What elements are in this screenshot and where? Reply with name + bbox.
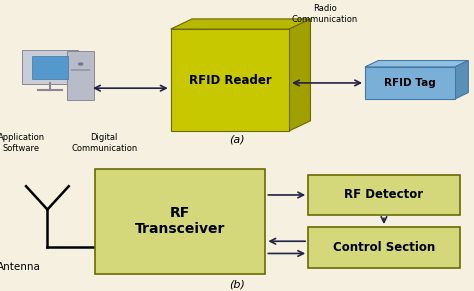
Text: (a): (a) [229, 134, 245, 144]
Text: Digital
Communication: Digital Communication [71, 133, 137, 153]
FancyBboxPatch shape [22, 50, 78, 84]
Bar [308, 227, 460, 268]
Bar [95, 169, 265, 274]
Text: RF Detector: RF Detector [345, 189, 423, 201]
Bar [365, 67, 455, 99]
Text: RF
Transceiver: RF Transceiver [135, 206, 225, 236]
Text: Antenna: Antenna [0, 262, 41, 272]
Text: (b): (b) [229, 280, 245, 290]
Text: Application
Software: Application Software [0, 133, 45, 153]
Bar [71, 69, 90, 71]
Text: RFID Reader: RFID Reader [189, 74, 271, 86]
Polygon shape [455, 61, 468, 99]
Text: Radio
Communication: Radio Communication [292, 4, 358, 24]
Circle shape [78, 62, 83, 66]
Polygon shape [289, 19, 310, 131]
FancyBboxPatch shape [67, 51, 94, 100]
Polygon shape [171, 19, 310, 29]
Bar [171, 29, 289, 131]
Bar [32, 56, 68, 79]
Bar [308, 175, 460, 215]
Text: Control Section: Control Section [333, 241, 435, 254]
Polygon shape [365, 61, 468, 67]
Text: RFID Tag: RFID Tag [384, 78, 436, 88]
